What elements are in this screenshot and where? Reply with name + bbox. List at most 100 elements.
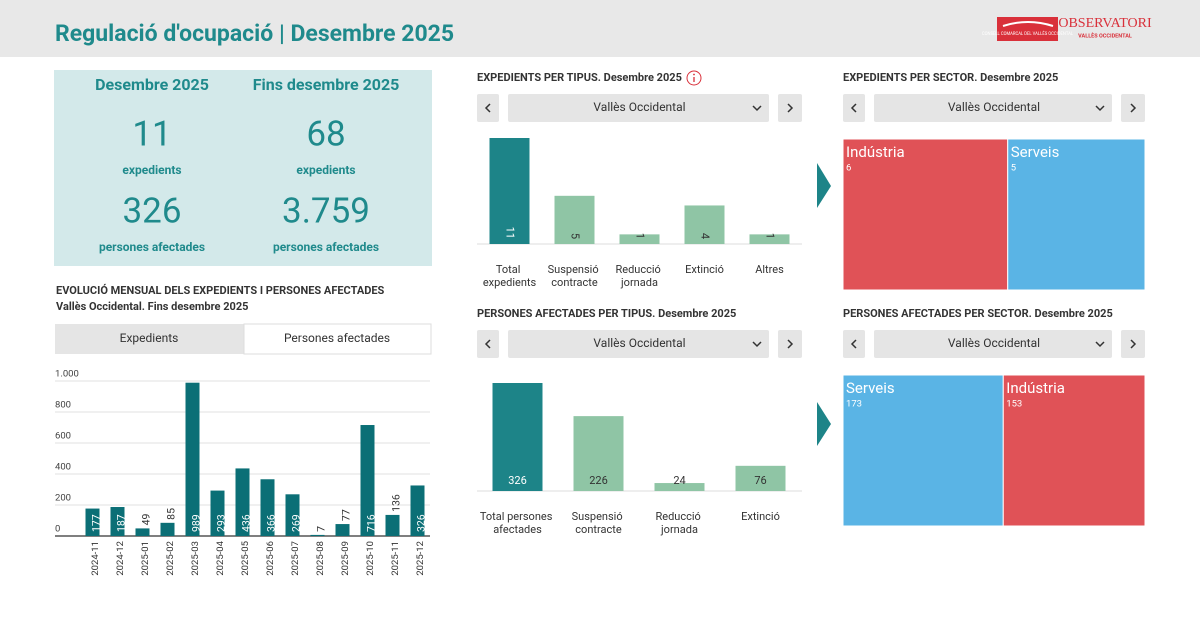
next-button[interactable] <box>1121 330 1145 358</box>
x-tick-label: 2025-01 <box>140 541 151 576</box>
x-tick-label: 2025-11 <box>390 541 401 576</box>
chart-title: PERSONES AFECTADES PER TIPUS. Desembre 2… <box>477 307 736 320</box>
region-select-label: Vallès Occidental <box>593 100 685 114</box>
value-label: 436 <box>239 514 252 532</box>
x-tick-label: Reducció jornada <box>615 263 663 289</box>
kpi-heading: Fins desembre 2025 <box>253 75 400 94</box>
treemap-cell <box>842 138 1009 291</box>
bar <box>735 465 786 491</box>
next-button[interactable] <box>778 330 802 358</box>
x-tick-label: 2025-12 <box>415 541 426 576</box>
select-chevron <box>1095 341 1105 348</box>
prev-button[interactable] <box>843 330 865 358</box>
select-chevron <box>1095 105 1105 112</box>
bar <box>385 514 400 536</box>
next-button[interactable] <box>778 94 802 122</box>
prev-icon <box>484 103 491 113</box>
region-select[interactable] <box>874 330 1112 358</box>
bar <box>654 483 705 491</box>
bar <box>110 507 125 536</box>
kpi-value: 3.759 <box>282 190 370 231</box>
prev-button[interactable] <box>477 330 499 358</box>
bar <box>185 382 200 536</box>
tab[interactable] <box>55 324 244 354</box>
value-label: 269 <box>289 514 302 532</box>
value-label: 136 <box>389 494 402 512</box>
info-icon <box>686 70 702 86</box>
treemap-label: Indústria <box>1006 379 1065 397</box>
kpi-panel <box>54 70 432 266</box>
x-tick-label: 2025-08 <box>315 541 326 576</box>
kpi-value: 326 <box>122 190 181 231</box>
next-icon <box>1130 103 1137 113</box>
value-label: 1 <box>634 233 647 239</box>
y-tick-label: 0 <box>55 524 60 535</box>
next-button[interactable] <box>1121 94 1145 122</box>
next-icon <box>1130 339 1137 349</box>
bar <box>260 479 275 536</box>
value-label: 226 <box>589 474 608 487</box>
value-label: 7 <box>314 526 327 532</box>
prev-button[interactable] <box>843 94 865 122</box>
logo-arc <box>1002 21 1054 27</box>
next-icon <box>787 103 794 113</box>
x-tick-label: 2024-12 <box>115 541 126 576</box>
x-tick-label: Extinció <box>741 510 780 523</box>
region-select-label: Vallès Occidental <box>593 336 685 350</box>
region-select[interactable] <box>508 94 769 122</box>
bar <box>135 528 150 536</box>
bar <box>360 425 375 536</box>
chart-title: EXPEDIENTS PER SECTOR. Desembre 2025 <box>843 71 1058 84</box>
x-tick-label: Suspensió contracte <box>572 510 626 536</box>
tab-label: Expedients <box>120 331 179 345</box>
bar <box>492 383 543 491</box>
kpi-value: 11 <box>132 113 171 154</box>
value-label: 326 <box>508 474 527 487</box>
value-label: 187 <box>114 514 127 532</box>
treemap-value: 153 <box>1006 399 1022 410</box>
tab-active[interactable] <box>243 323 432 355</box>
value-label: 85 <box>164 508 177 520</box>
x-tick-label: 2025-02 <box>165 541 176 576</box>
value-label: 49 <box>139 514 152 526</box>
kpi-label: persones afectades <box>99 240 205 254</box>
y-tick-label: 200 <box>55 493 71 504</box>
page-title: Regulació d'ocupació | Desembre 2025 <box>55 20 454 47</box>
bar <box>749 234 790 244</box>
value-label: 326 <box>414 514 427 532</box>
bar <box>335 524 350 536</box>
value-label: 293 <box>214 514 227 532</box>
bar <box>489 138 530 244</box>
x-tick-label: 2025-10 <box>365 541 376 576</box>
prev-button[interactable] <box>477 94 499 122</box>
value-label: 11 <box>504 227 517 239</box>
value-label: 366 <box>264 514 277 532</box>
value-label: 76 <box>754 474 766 487</box>
prev-icon <box>850 339 857 349</box>
value-label: 4 <box>699 233 712 239</box>
region-select[interactable] <box>508 330 769 358</box>
logo-name: OBSERVATORI <box>1058 16 1152 31</box>
bar <box>310 534 325 536</box>
region-select[interactable] <box>874 94 1112 122</box>
chart-title: EVOLUCIÓ MENSUAL DELS EXPEDIENTS I PERSO… <box>56 284 385 297</box>
treemap-value: 6 <box>846 163 851 174</box>
x-tick-label: Extinció <box>685 263 724 276</box>
logo-sub: VALLÈS OCCIDENTAL <box>1078 32 1132 39</box>
tab-label: Persones afectades <box>284 331 390 345</box>
x-tick-label: 2025-07 <box>290 541 301 576</box>
bar <box>619 234 660 244</box>
x-tick-label: Reducció jornada <box>655 510 703 536</box>
treemap-label: Serveis <box>846 379 895 397</box>
x-tick-label: Total expedients <box>483 263 537 289</box>
value-label: 77 <box>339 509 352 521</box>
value-label: 716 <box>364 514 377 532</box>
treemap-value: 173 <box>846 399 862 410</box>
x-tick-label: Suspensió contracte <box>548 263 602 289</box>
treemap-label: Indústria <box>846 143 905 161</box>
y-tick-label: 400 <box>55 462 71 473</box>
x-tick-label: 2024-11 <box>90 541 101 576</box>
x-tick-label: Altres <box>755 263 784 276</box>
bar <box>573 416 624 491</box>
